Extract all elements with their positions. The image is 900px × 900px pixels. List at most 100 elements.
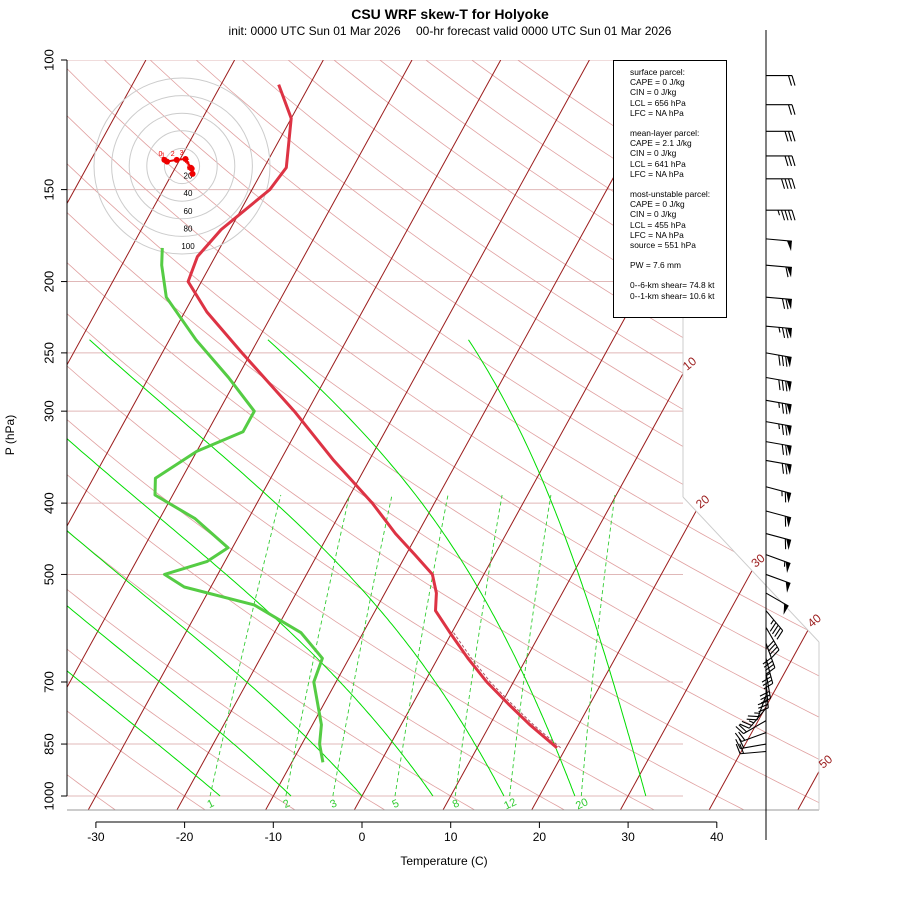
wind-barb (765, 264, 792, 278)
dry-adiabat (67, 262, 819, 760)
y-tick-label: 200 (41, 271, 56, 293)
parcel-trace (453, 632, 561, 749)
mixing-ratio-line (509, 494, 552, 797)
dry-adiabat (67, 115, 819, 637)
temperature-profile (186, 84, 558, 749)
mixing-ratio-label: 20 (574, 796, 590, 812)
dry-adiabat (67, 419, 656, 810)
dry-adiabat (195, 60, 819, 486)
wind-barb (765, 573, 791, 593)
wind-barb (765, 238, 792, 252)
most-unstable-cin: CIN = 0 J/kg (630, 209, 677, 220)
dry-adiabat (67, 530, 476, 810)
y-tick-label: 850 (41, 733, 56, 755)
valid-time: 00-hr forecast valid 0000 UTC Sun 01 Mar… (415, 24, 672, 38)
isotherm-line (619, 447, 819, 810)
moist-adiabat (267, 339, 576, 797)
wind-barb (765, 441, 792, 456)
wind-barb (765, 610, 784, 640)
wind-barb (739, 707, 767, 729)
hodograph-point-label: 0 (158, 151, 162, 158)
x-tick-label: 10 (444, 830, 458, 844)
wind-barb (765, 486, 792, 504)
x-axis-label: Temperature (C) (400, 854, 488, 868)
most-unstable-heading: most-unstable parcel: (630, 189, 711, 200)
hodograph-point (164, 158, 171, 165)
dry-adiabat (67, 648, 296, 810)
wind-barb (765, 421, 792, 437)
mean-layer-lcl: LCL = 641 hPa (630, 158, 686, 169)
most-unstable-lcl: LCL = 455 hPa (630, 219, 686, 230)
x-tick-label: 0 (359, 830, 366, 844)
chart-title: CSU WRF skew-T for Holyoke (351, 6, 549, 22)
hodograph-point-label: 3 (180, 150, 184, 157)
y-tick-label: 150 (41, 179, 56, 201)
hodograph-ring-label: 80 (184, 224, 193, 233)
shear-0-6km: 0--6-km shear= 74.8 kt (630, 280, 715, 291)
dry-adiabat (67, 163, 819, 677)
mean-layer-cin: CIN = 0 J/kg (630, 148, 677, 159)
y-tick-label: 250 (41, 342, 56, 364)
wind-barb (734, 731, 767, 742)
y-tick-label: 500 (41, 564, 56, 586)
wind-barb (765, 376, 792, 392)
hodograph-point (173, 156, 180, 163)
wind-barb (735, 720, 767, 735)
dry-adiabat (149, 60, 819, 523)
dewpoint-profile (153, 247, 325, 763)
moist-adiabat (468, 339, 647, 797)
mean-layer-heading: mean-layer parcel: (630, 128, 700, 139)
hodograph-point (189, 170, 196, 177)
dry-adiabat (67, 365, 745, 810)
chart-subtitle: init: 0000 UTC Sun 01 Mar 2026 00-hr for… (0, 24, 900, 38)
hodograph-point (188, 165, 195, 172)
hodograph-ring (93, 77, 271, 255)
most-unstable-cape: CAPE = 0 J/kg (630, 199, 685, 210)
wind-barb (765, 352, 792, 368)
dry-adiabat (67, 710, 206, 810)
x-tick-label: -20 (176, 830, 194, 844)
init-time: init: 0000 UTC Sun 01 Mar 2026 (228, 24, 401, 38)
moist-adiabat (67, 605, 292, 797)
y-tick-label: 700 (41, 671, 56, 693)
hodograph-ring-label: 60 (184, 207, 193, 216)
y-tick-label: 100 (41, 49, 56, 71)
wind-barb (766, 75, 796, 86)
wind-barb (766, 104, 796, 115)
hodograph-ring (111, 95, 253, 237)
wind-barb (746, 695, 767, 721)
dry-adiabat (67, 474, 566, 810)
moist-adiabat (67, 670, 221, 797)
surface-parcel-heading: surface parcel: (630, 67, 685, 77)
dry-adiabat (67, 774, 117, 810)
hodograph-point-label: 6 (187, 165, 191, 172)
isotherm-line (176, 60, 590, 810)
wind-barb (765, 325, 792, 339)
y-tick-label: 1000 (41, 782, 56, 811)
wind-barb (765, 296, 792, 310)
isotherm-line (67, 60, 324, 528)
mixing-ratio-label: 5 (390, 798, 401, 811)
mixing-ratio-line (209, 494, 282, 797)
hodograph-ring (128, 112, 236, 220)
most-unstable-source: source = 551 hPa (630, 240, 696, 251)
hodograph-point-label: 1 (161, 153, 165, 160)
x-tick-label: -10 (265, 830, 283, 844)
wind-barb (765, 592, 789, 615)
wind-barb (766, 178, 796, 189)
grid-mask (683, 60, 900, 840)
mixing-ratio-label: 3 (328, 798, 339, 811)
isotherm-line (87, 60, 502, 810)
parcel-info-box: surface parcel: CAPE = 0 J/kg CIN = 0 J/… (613, 60, 727, 318)
moist-adiabat (67, 438, 434, 797)
wind-barb (765, 510, 792, 528)
hodograph-point-label: 5 (186, 160, 190, 167)
mixing-ratio-line (580, 494, 616, 797)
hodograph-ring-label: 40 (184, 189, 193, 198)
wind-barb (765, 554, 791, 573)
x-tick-label: 40 (710, 830, 724, 844)
y-tick-label: 400 (41, 492, 56, 514)
mixing-ratio-label: 1 (205, 798, 216, 811)
hodograph-point-label: 4 (185, 159, 189, 166)
